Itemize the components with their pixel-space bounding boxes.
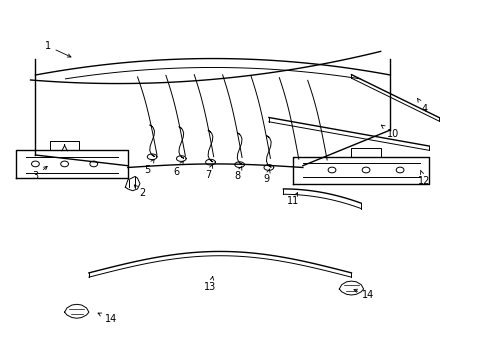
Text: 13: 13 (204, 276, 216, 292)
Text: 7: 7 (204, 164, 212, 180)
Text: 10: 10 (381, 125, 398, 139)
Text: 14: 14 (353, 289, 374, 300)
Text: 9: 9 (263, 169, 269, 184)
Text: 5: 5 (144, 159, 154, 175)
Text: 14: 14 (98, 313, 117, 324)
Text: 6: 6 (173, 161, 183, 177)
Text: 2: 2 (134, 185, 145, 198)
Text: 4: 4 (417, 98, 427, 113)
Text: 8: 8 (234, 166, 242, 181)
Text: 12: 12 (417, 170, 430, 186)
Text: 1: 1 (44, 41, 71, 57)
Text: 3: 3 (32, 166, 47, 181)
Text: 11: 11 (286, 193, 299, 206)
